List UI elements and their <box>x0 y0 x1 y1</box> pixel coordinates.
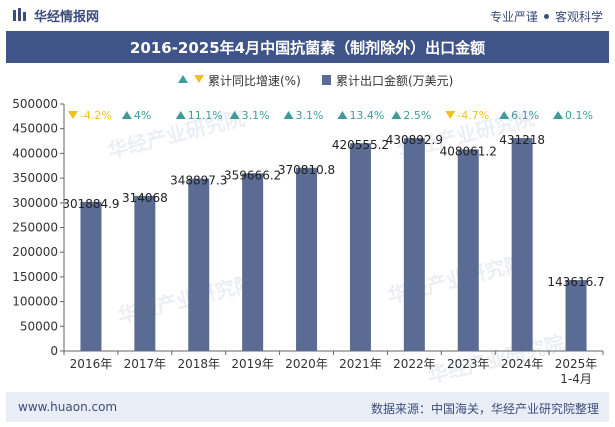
growth-markers: -4.2% 4% 11.1% 3.1% 3.1% 13.4% 2.5% -4.7% 6.1% 0.… <box>67 109 593 122</box>
y-tick-label: 300000 <box>12 196 58 210</box>
growth-value-label: 4% <box>134 109 151 122</box>
footer: www.huaon.com 数据来源：中国海关，华经产业研究院整理 <box>6 392 609 422</box>
y-tick-label: 50000 <box>20 319 58 333</box>
bar <box>565 280 587 351</box>
legend-item-amount: 累计出口金额(万美元) <box>322 73 453 88</box>
growth-value-label: 13.4% <box>349 109 384 122</box>
x-tick-labels: 2016年 2017年 2018年 2019年 2020年 2021年 2022年 2023年… <box>70 357 598 386</box>
y-tick-label: 100000 <box>12 295 58 309</box>
legend-item-growth: 累计同比增速(%) <box>178 74 301 88</box>
x-tick-label: 2020年 <box>285 357 328 371</box>
huajing-logo-icon <box>13 8 26 21</box>
growth-down-triangle-icon <box>67 111 78 119</box>
growth-up-triangle-icon <box>175 111 186 119</box>
bar <box>188 178 210 351</box>
x-tick-label: 1-4月 <box>560 372 592 386</box>
bar-value-label: 408061.2 <box>440 144 497 158</box>
x-tick-label: 2025年 <box>555 357 598 371</box>
bar-value-label: 143616.7 <box>547 275 604 289</box>
website-link[interactable]: www.huaon.com <box>18 400 118 414</box>
y-tick-label: 200000 <box>12 245 58 259</box>
bars <box>80 137 587 351</box>
legend-amount-label: 累计出口金额(万美元) <box>336 73 453 88</box>
top-bar: 华经情报网 专业严谨 客观科学 <box>0 0 615 30</box>
y-tick-label: 150000 <box>12 270 58 284</box>
bar <box>511 137 533 351</box>
bar <box>80 201 102 351</box>
growth-up-triangle-icon <box>391 111 402 119</box>
bar-value-label: 359666.2 <box>224 168 281 182</box>
bar-value-label: 314068 <box>122 191 168 205</box>
header-tags: 专业严谨 客观科学 <box>490 8 603 25</box>
bar-value-label: 301884.9 <box>62 197 119 211</box>
growth-value-label: 2.5% <box>403 109 431 122</box>
tag-objective: 客观科学 <box>554 10 603 24</box>
y-tick-label: 450000 <box>12 122 58 136</box>
y-tick-label: 500000 <box>12 97 58 111</box>
growth-up-triangle-icon <box>553 111 564 119</box>
growth-down-triangle-icon <box>445 111 456 119</box>
bar-value-label: 348897.3 <box>170 174 227 188</box>
growth-up-triangle-icon <box>499 111 510 119</box>
growth-value-label: -4.2% <box>80 109 112 122</box>
bar-value-label: 370810.8 <box>278 163 335 177</box>
legend-growth-down-marker-icon <box>194 75 204 83</box>
bar-value-label: 430892.9 <box>386 133 443 147</box>
y-tick-label: 250000 <box>12 221 58 235</box>
data-source: 数据来源：中国海关，华经产业研究院整理 <box>370 402 599 416</box>
bar <box>134 195 156 351</box>
x-tick-label: 2017年 <box>124 357 167 371</box>
bar <box>242 173 264 351</box>
x-tick-label: 2019年 <box>231 357 274 371</box>
growth-up-triangle-icon <box>283 111 294 119</box>
bar-value-label: 420555.2 <box>332 138 389 152</box>
y-tick-label: 0 <box>50 344 58 358</box>
growth-up-triangle-icon <box>121 111 132 119</box>
separator-dot-icon <box>543 14 549 19</box>
legend-growth-label: 累计同比增速(%) <box>208 74 301 88</box>
growth-up-triangle-icon <box>337 111 348 119</box>
x-tick-label: 2024年 <box>501 357 544 371</box>
growth-value-label: -4.7% <box>457 109 489 122</box>
bar <box>296 167 318 351</box>
growth-value-label: 3.1% <box>242 109 270 122</box>
brand-name: 华经情报网 <box>34 9 100 25</box>
bar <box>349 143 371 351</box>
x-tick-label: 2022年 <box>393 357 436 371</box>
growth-value-label: 0.1% <box>565 109 593 122</box>
y-tick-label: 400000 <box>12 146 58 160</box>
tag-professional: 专业严谨 <box>489 10 538 24</box>
chart-title: 2016-2025年4月中国抗菌素（制剂除外）出口金额 <box>6 31 609 63</box>
legend: 累计同比增速(%) 累计出口金额(万美元) <box>178 73 453 88</box>
growth-value-label: 6.1% <box>511 109 539 122</box>
x-tick-label: 2023年 <box>447 357 490 371</box>
growth-value-label: 11.1% <box>188 109 223 122</box>
x-tick-label: 2018年 <box>177 357 220 371</box>
growth-value-label: 3.1% <box>296 109 324 122</box>
x-tick-label: 2021年 <box>339 357 382 371</box>
x-tick-label: 2016年 <box>70 357 113 371</box>
bar-value-label: 431218 <box>499 133 545 147</box>
axes: 0 50000 100000 150000 200000 250000 300000 3500… <box>12 97 604 358</box>
legend-amount-swatch <box>322 75 331 85</box>
bar <box>403 138 425 351</box>
bar <box>457 149 479 351</box>
brand[interactable]: 华经情报网 <box>12 6 100 25</box>
growth-up-triangle-icon <box>229 111 240 119</box>
legend-growth-marker-icon <box>178 75 188 83</box>
y-tick-label: 350000 <box>12 171 58 185</box>
